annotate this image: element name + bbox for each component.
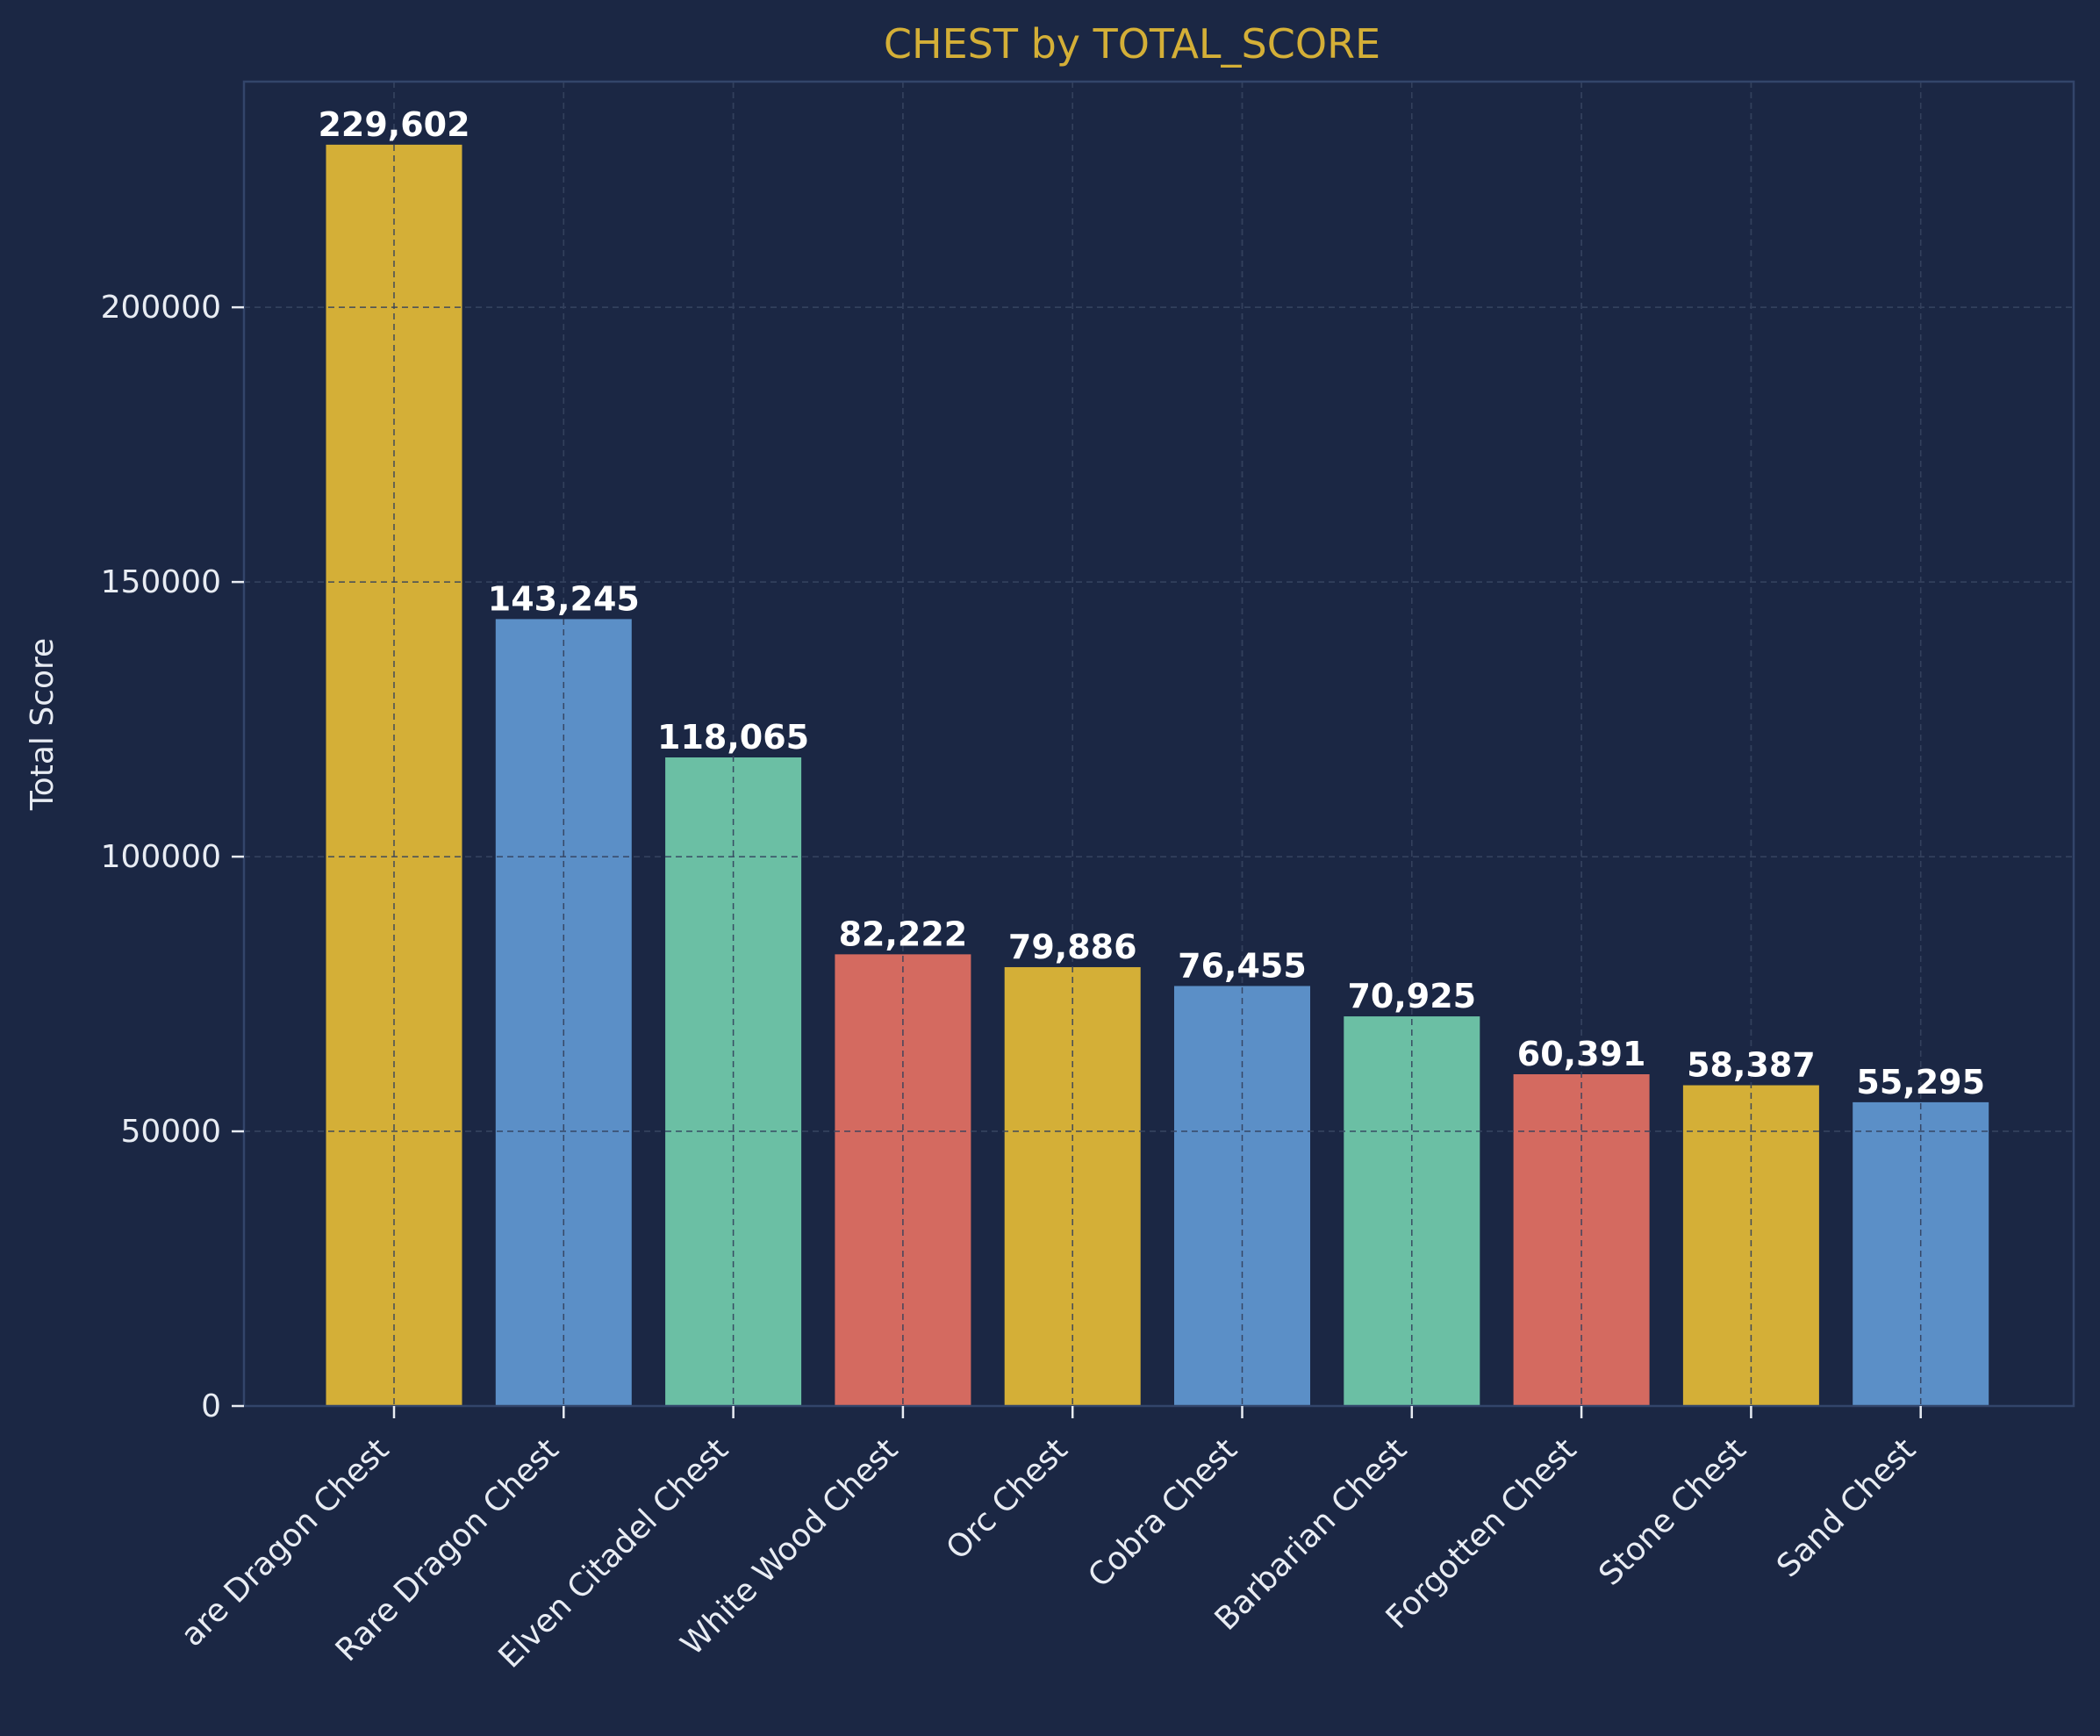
bar-data-label: 55,295	[1856, 1063, 1985, 1101]
chart-title: CHEST by TOTAL_SCORE	[884, 20, 1380, 68]
bar-data-label: 82,222	[839, 915, 968, 953]
bar-data-label: 58,387	[1687, 1046, 1816, 1085]
y-axis-label: Total Score	[25, 638, 61, 811]
y-tick-label: 100000	[101, 839, 221, 875]
bar-data-label: 118,065	[657, 718, 809, 757]
bar-data-label: 79,886	[1008, 928, 1137, 966]
y-tick-label: 50000	[120, 1114, 221, 1150]
bar-data-label: 60,391	[1517, 1035, 1646, 1073]
bar-data-label: 70,925	[1347, 977, 1476, 1015]
y-tick-label: 200000	[101, 290, 221, 326]
plot-frame	[242, 80, 2075, 1408]
bar	[326, 144, 462, 1406]
y-tick-label: 150000	[101, 564, 221, 600]
bar-data-label: 76,455	[1178, 946, 1307, 985]
bar-data-label: 229,602	[318, 105, 469, 144]
ticks-layer	[232, 305, 1922, 1418]
bar	[1174, 986, 1310, 1406]
bar-data-label: 143,245	[488, 579, 640, 618]
y-tick-label: 0	[201, 1388, 221, 1424]
